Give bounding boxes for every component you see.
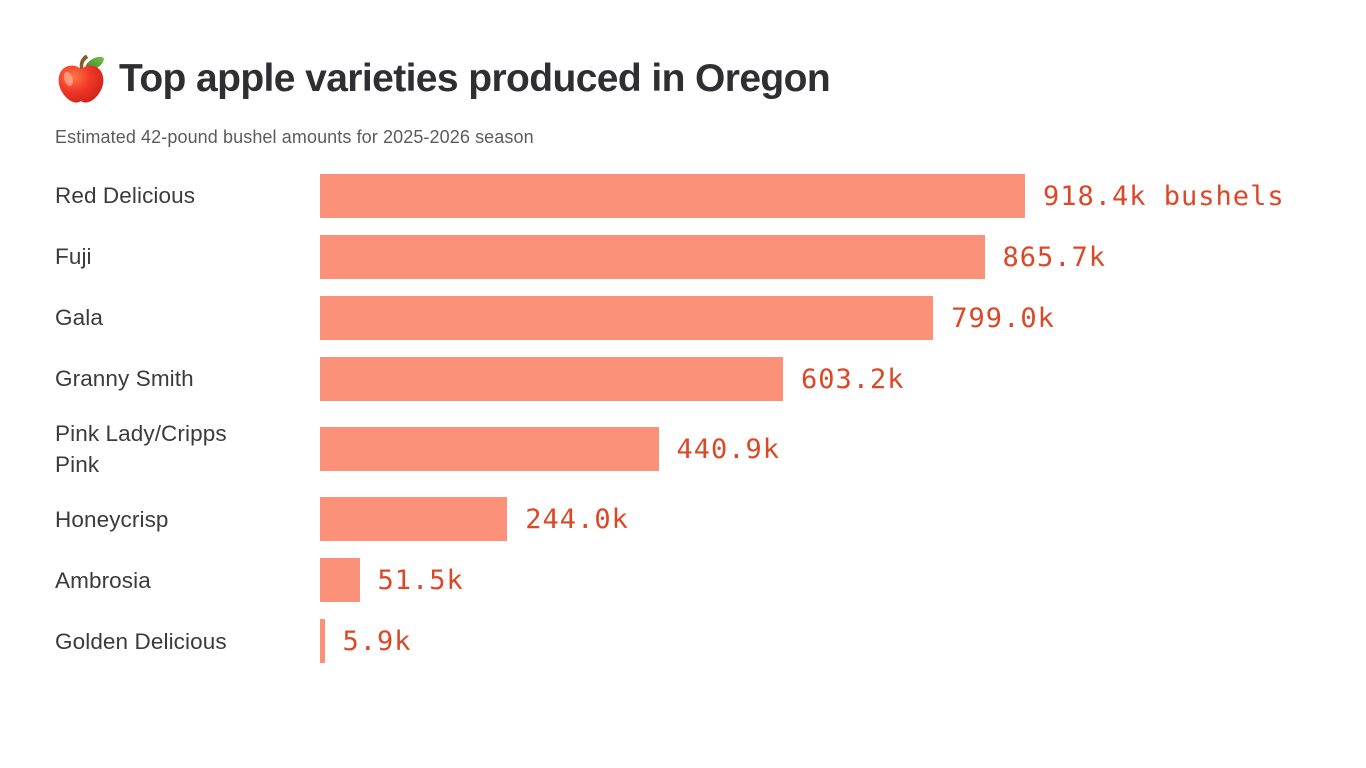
chart-header: Top apple varieties produced in Oregon	[55, 52, 1311, 106]
value-label: 440.9k	[676, 433, 781, 465]
chart-subtitle: Estimated 42-pound bushel amounts for 20…	[55, 127, 534, 147]
category-label: Golden Delicious	[55, 628, 227, 654]
value-label: 603.2k	[801, 363, 905, 395]
bar	[320, 619, 325, 664]
bar	[320, 558, 360, 603]
value-label: 5.9k	[342, 625, 412, 657]
chart-row: Pink Lady/Cripps Pink 440.9k	[55, 418, 1311, 480]
chart-row: Red Delicious 918.4k bushels	[55, 174, 1311, 218]
category-label: Honeycrisp	[55, 506, 169, 532]
bar	[320, 427, 659, 472]
chart-row: Golden Delicious 5.9k	[55, 619, 1311, 664]
category-label: Gala	[55, 305, 103, 331]
bar-area: 603.2k	[320, 357, 1311, 401]
red-apple-icon	[55, 52, 107, 106]
category-label: Fuji	[55, 244, 92, 270]
bar-area: 799.0k	[320, 296, 1311, 340]
bar-area: 51.5k	[320, 558, 1311, 603]
bar-area: 865.7k	[320, 235, 1311, 279]
chart-card: Top apple varieties produced in Oregon E…	[55, 52, 1311, 664]
bar-area: 5.9k	[320, 619, 1311, 664]
category-label: Granny Smith	[55, 366, 194, 392]
category-label: Red Delicious	[55, 183, 196, 209]
bar-area: 918.4k bushels	[320, 174, 1311, 218]
value-label: 918.4k bushels	[1043, 180, 1285, 212]
chart-row: Granny Smith 603.2k	[55, 357, 1311, 401]
value-label: 244.0k	[525, 503, 629, 535]
category-label: Ambrosia	[55, 567, 151, 593]
page-title: Top apple varieties produced in Oregon	[119, 56, 831, 100]
bar-area: 244.0k	[320, 497, 1311, 542]
chart-row: Fuji 865.7k	[55, 235, 1311, 279]
bar	[320, 357, 783, 401]
chart-row: Ambrosia 51.5k	[55, 558, 1311, 603]
bar-chart: Red Delicious 918.4k bushels Fuji 865.7k…	[55, 174, 1311, 664]
bar	[320, 235, 985, 279]
value-label: 799.0k	[951, 302, 1055, 334]
value-label: 51.5k	[377, 564, 464, 596]
bar	[320, 497, 508, 542]
chart-row: Gala 799.0k	[55, 296, 1311, 340]
chart-row: Honeycrisp 244.0k	[55, 497, 1311, 542]
bar-area: 440.9k	[320, 427, 1311, 472]
category-label: Pink Lady/Cripps Pink	[55, 421, 227, 478]
value-label: 865.7k	[1002, 241, 1107, 273]
bar	[320, 174, 1025, 218]
bar	[320, 296, 934, 340]
